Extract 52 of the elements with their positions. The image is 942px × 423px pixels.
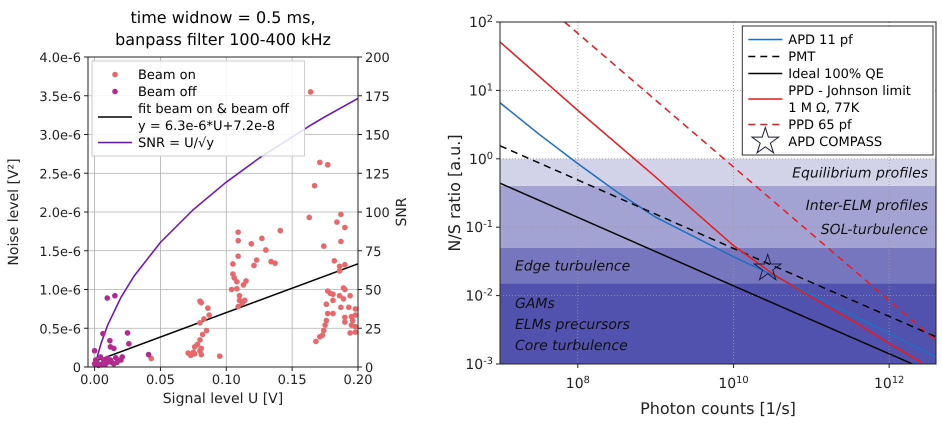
y-tick-label: 10$^{0}$ — [468, 150, 493, 168]
y-tick-label: 10$^{1}$ — [468, 82, 493, 100]
legend-label: PPD 65 pf — [788, 118, 852, 133]
x-tick-label: 0.20 — [344, 373, 372, 388]
y2-tick-label: 200 — [365, 51, 390, 66]
y-tick-label: 3.0e-6 — [39, 128, 81, 144]
x-tick-label: 10$^{12}$ — [874, 374, 904, 392]
band-label: GAMs ELMs precursors Core turbulence — [515, 296, 630, 354]
y2-tick-label: 150 — [365, 128, 390, 144]
y-axis-title: Noise level [V²] — [6, 158, 22, 266]
x-tick-label: 0.00 — [80, 373, 110, 388]
y-tick-label: 2.5e-6 — [39, 167, 81, 182]
band-label: Edge turbulence — [515, 258, 630, 275]
legend-label: Beam on — [138, 68, 196, 83]
chart-title: time widnow = 0.5 ms, banpass filter 100-400 kHz — [115, 8, 331, 49]
legend-label: APD COMPASS — [788, 135, 882, 150]
y-tick-label: 10$^{-2}$ — [465, 287, 493, 305]
y2-tick-label: 175 — [365, 90, 390, 105]
band-label: Inter-ELM profiles SOL-turbulence — [806, 198, 928, 238]
x-tick-label: 0.10 — [212, 373, 241, 388]
y-tick-label: 1.0e-6 — [39, 284, 81, 298]
y-tick-label: 10$^{2}$ — [468, 14, 493, 31]
y-tick-label: 4.0e-6 — [39, 51, 81, 66]
x-tick-label: 10$^{10}$ — [718, 374, 749, 392]
legend-label: PMT — [788, 50, 816, 65]
y-tick-label: 2.0e-6 — [39, 206, 81, 221]
legend-label: SNR = U/√y — [138, 136, 214, 151]
x-tick-label: 0.05 — [146, 373, 175, 388]
band-label: Equilibrium profiles — [792, 165, 928, 182]
legend-label: Ideal 100% QE — [788, 67, 884, 82]
y-tick-label: 0.5e-6 — [39, 322, 81, 338]
y2-tick-label: 125 — [365, 167, 390, 182]
legend-label: fit beam on & beam off y = 6.3e-6*U+7.2e-8 — [138, 102, 290, 134]
x-tick-label: 0.15 — [278, 373, 307, 388]
y2-tick-label: 50 — [365, 284, 382, 298]
y-tick-label: 10$^{-3}$ — [465, 356, 493, 373]
x-axis-title: Signal level U [V] — [162, 391, 284, 407]
y-axis-title: N/S ratio [a.u.] — [445, 134, 464, 252]
y2-axis-title: SNR — [394, 197, 410, 227]
legend-label: Beam off — [138, 85, 198, 100]
y-tick-label: 1.5e-6 — [39, 244, 81, 260]
y-tick-label: 0 — [72, 361, 81, 376]
y2-tick-label: 0 — [365, 361, 374, 376]
legend-label: APD 11 pf — [788, 33, 854, 48]
y-tick-label: 10$^{-1}$ — [465, 218, 493, 236]
y2-tick-label: 100 — [365, 206, 390, 221]
y2-tick-label: 25 — [365, 322, 382, 338]
y2-tick-label: 75 — [365, 244, 382, 260]
y-tick-label: 3.5e-6 — [39, 90, 81, 105]
x-tick-label: 10$^{8}$ — [566, 374, 590, 392]
legend-label: PPD - Johnson limit 1 M Ω, 77K — [788, 84, 911, 116]
x-axis-title: Photon counts [1/s] — [640, 399, 796, 418]
